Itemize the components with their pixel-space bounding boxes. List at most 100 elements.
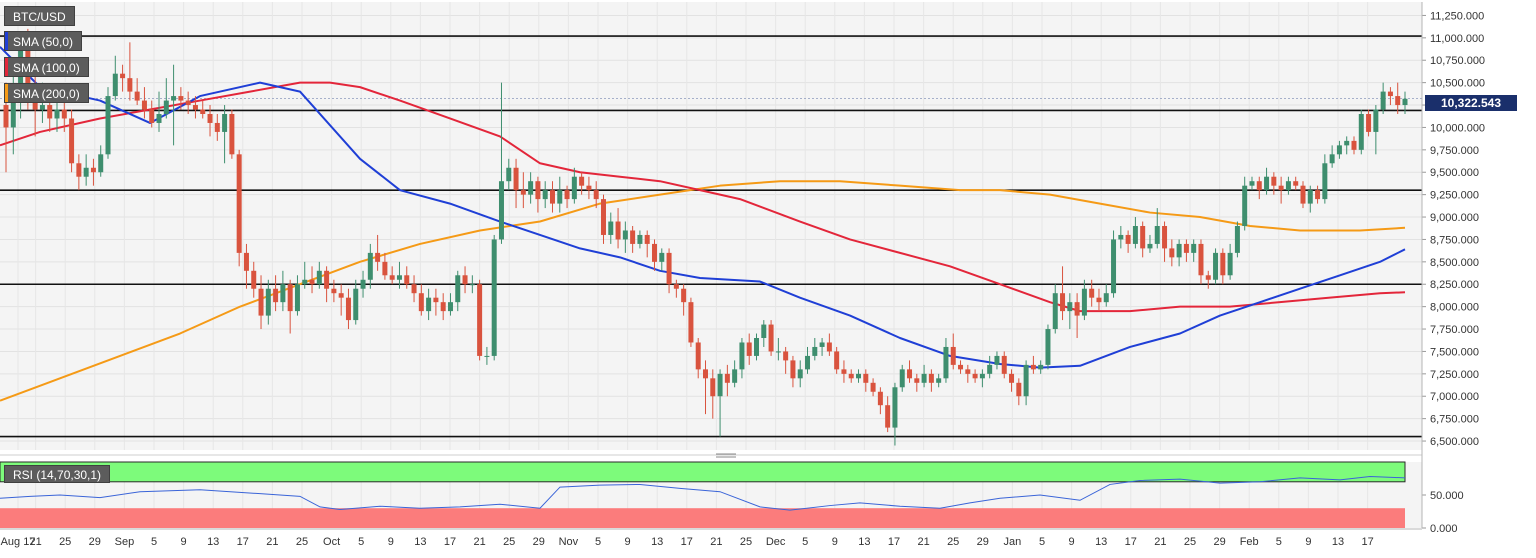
candle-body (127, 78, 133, 92)
candle-body (965, 369, 971, 374)
candle-body (732, 369, 738, 383)
candle (870, 378, 876, 397)
candle (98, 145, 104, 177)
sma100-legend[interactable]: SMA (100,0) (4, 57, 89, 77)
candle (1067, 293, 1073, 330)
candle-body (1358, 114, 1364, 150)
symbol-legend[interactable]: BTC/USD (4, 6, 75, 26)
candle (1038, 360, 1044, 374)
candle (69, 109, 75, 173)
candle (746, 333, 752, 365)
candle (841, 360, 847, 383)
candle (360, 270, 366, 298)
rsi-legend[interactable]: RSI (14,70,30,1) (4, 465, 111, 483)
sma200-legend[interactable]: SMA (200,0) (4, 83, 89, 103)
candle-body (462, 275, 468, 285)
candle-body (1387, 91, 1393, 97)
candle (710, 369, 716, 419)
candle-body (1162, 226, 1168, 249)
candle (134, 78, 140, 106)
candle-body (411, 284, 417, 294)
candle (1052, 284, 1058, 334)
candle (1234, 221, 1240, 258)
candle-body (812, 346, 818, 356)
x-tick-label: 9 (832, 536, 838, 548)
candle (1315, 185, 1321, 204)
candle (819, 338, 825, 356)
x-tick-label: 5 (595, 536, 601, 548)
candle-body (754, 338, 760, 356)
candle-body (834, 351, 840, 370)
candle-body (375, 252, 381, 262)
candle-body (149, 109, 155, 123)
y-tick-label: 9,000.000 (1430, 212, 1479, 224)
candle (178, 87, 184, 110)
candle-body (396, 275, 402, 280)
candle-body (877, 391, 883, 406)
candle-body (498, 181, 504, 240)
sma50-legend[interactable]: SMA (50,0) (4, 31, 83, 51)
candle-body (1307, 190, 1313, 204)
candle-body (528, 181, 534, 195)
candle-body (156, 114, 162, 123)
candle-body (703, 369, 708, 379)
candle-body (673, 284, 679, 289)
candle-body (1395, 96, 1401, 106)
candle-body (418, 293, 424, 312)
candle (848, 369, 854, 383)
candle-body (775, 351, 781, 353)
candle-body (1074, 302, 1080, 316)
candle (1336, 140, 1342, 159)
candle-body (717, 373, 723, 397)
candle (834, 346, 840, 374)
candle-body (739, 342, 745, 370)
candle (783, 346, 789, 374)
candle-body (1278, 185, 1284, 191)
x-tick-label: 17 (888, 536, 900, 548)
candle (258, 275, 264, 330)
candle-body (3, 105, 9, 128)
y-tick-label: 6,500.000 (1430, 436, 1479, 448)
x-tick-label: 17 (444, 536, 456, 548)
x-tick-label: 5 (1276, 536, 1282, 548)
candle (1132, 217, 1138, 249)
candle-body (1242, 185, 1248, 226)
candle-body (600, 199, 606, 235)
candle (345, 288, 351, 330)
candle-body (273, 288, 279, 303)
candle-body (1125, 234, 1131, 244)
candle-body (783, 351, 789, 361)
candle (375, 234, 381, 271)
candle-body (1176, 243, 1182, 258)
candle (1271, 172, 1277, 195)
candle-body (506, 167, 512, 182)
candle-body (447, 302, 453, 312)
candle (1125, 230, 1131, 253)
candle (265, 279, 271, 325)
candle-body (885, 405, 891, 428)
candle (812, 338, 818, 361)
candle-body (571, 176, 577, 200)
candle-body (695, 342, 701, 370)
candle-body (928, 373, 934, 383)
candle-body (316, 270, 322, 285)
candle-body (1001, 355, 1007, 374)
candle-body (404, 275, 410, 285)
candle-body (1315, 190, 1321, 200)
x-tick-label: 9 (181, 536, 187, 548)
candle (1344, 136, 1350, 155)
candle (1009, 369, 1015, 392)
candle-body (921, 373, 927, 383)
candle (856, 369, 862, 383)
candle-body (324, 270, 330, 289)
x-tick-label: 17 (1125, 536, 1137, 548)
candle (681, 284, 687, 316)
x-tick-label: 13 (858, 536, 870, 548)
candle-body (280, 284, 286, 303)
candle-body (10, 100, 16, 128)
candle (273, 275, 279, 312)
candle-body (163, 100, 169, 114)
candle (185, 91, 191, 114)
candle (236, 149, 242, 267)
